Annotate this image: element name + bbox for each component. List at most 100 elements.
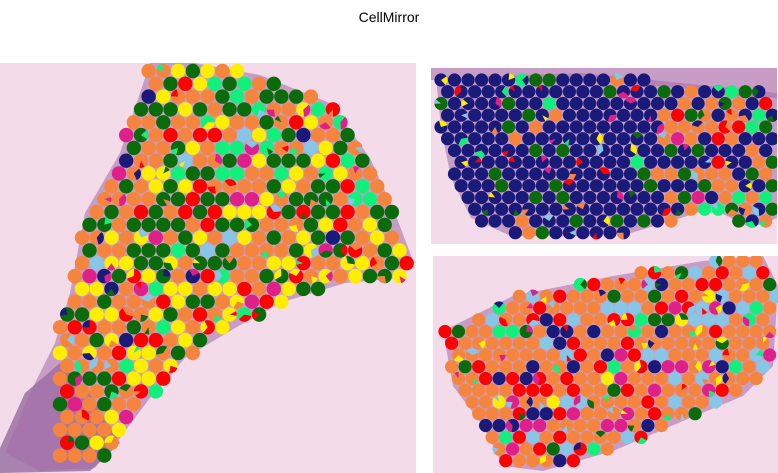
spot: [355, 179, 370, 194]
spot: [556, 73, 570, 87]
spot: [244, 89, 260, 104]
spot: [620, 336, 635, 350]
spot: [677, 190, 692, 205]
spot: [569, 214, 583, 228]
spot: [141, 115, 156, 130]
spot: [535, 85, 549, 99]
spot: [237, 204, 252, 220]
spot: [52, 371, 68, 386]
spot: [485, 313, 499, 327]
spot: [384, 230, 400, 245]
spot: [451, 371, 466, 386]
spot: [266, 230, 281, 245]
spot: [526, 407, 540, 421]
spot: [607, 430, 621, 444]
spot: [623, 214, 637, 228]
spot: [610, 96, 624, 111]
spot: [274, 217, 289, 232]
spot: [148, 102, 163, 117]
spot: [244, 192, 260, 207]
spot: [104, 409, 119, 425]
spot: [266, 76, 281, 91]
spot: [630, 179, 644, 193]
spot: [610, 73, 624, 87]
spot: [485, 336, 499, 350]
spot: [546, 371, 560, 386]
spot: [765, 132, 777, 146]
spot: [192, 204, 208, 220]
spot: [661, 360, 675, 374]
spot: [705, 120, 719, 134]
spot: [695, 301, 709, 315]
spot: [560, 395, 574, 409]
spot: [465, 348, 479, 362]
spot: [620, 407, 635, 421]
spot: [318, 268, 333, 284]
spot: [479, 324, 493, 339]
spot: [52, 345, 68, 361]
spot: [759, 120, 773, 134]
spot: [688, 289, 702, 303]
spot: [251, 204, 267, 220]
spot: [566, 454, 581, 468]
spot: [318, 166, 333, 181]
spot: [661, 407, 675, 421]
spot: [702, 360, 716, 374]
spot: [215, 320, 230, 335]
spot: [729, 266, 743, 280]
spot: [163, 281, 178, 297]
spot: [620, 313, 635, 327]
spot: [163, 127, 178, 143]
spot: [222, 102, 237, 117]
spot: [593, 430, 607, 444]
spot: [671, 85, 685, 99]
spot: [445, 360, 459, 374]
spot: [362, 192, 378, 207]
spot: [508, 179, 522, 193]
spot: [340, 230, 355, 245]
spot: [583, 167, 597, 181]
spot: [170, 192, 186, 207]
spot: [546, 301, 560, 315]
spot: [553, 289, 567, 303]
spot: [587, 324, 601, 339]
spot: [637, 167, 651, 181]
spot: [522, 85, 536, 99]
spot: [192, 102, 208, 117]
spot: [502, 120, 516, 134]
spot: [691, 167, 705, 181]
spot: [178, 153, 193, 168]
spot: [170, 140, 186, 156]
spot: [749, 348, 763, 362]
spot: [133, 332, 149, 348]
spot: [603, 85, 617, 99]
spot: [546, 395, 560, 409]
spot: [736, 348, 750, 362]
spot: [583, 143, 597, 158]
spot: [441, 132, 455, 146]
spot: [637, 214, 651, 228]
spot: [668, 371, 682, 386]
spot: [681, 324, 696, 339]
spot: [596, 167, 611, 181]
spot: [237, 127, 252, 143]
spot: [718, 167, 732, 181]
spot: [207, 76, 222, 91]
spot: [745, 120, 759, 134]
spot: [736, 301, 750, 315]
spot: [522, 108, 536, 122]
spot: [715, 313, 729, 327]
spot: [340, 153, 355, 168]
spot: [281, 256, 296, 271]
spot: [207, 153, 222, 168]
spot: [664, 143, 678, 158]
spot: [508, 132, 522, 146]
spot: [698, 202, 712, 216]
spot: [664, 214, 678, 228]
spot: [600, 301, 614, 315]
spot: [207, 230, 222, 245]
spot: [495, 85, 509, 99]
spot: [215, 268, 230, 284]
spot: [207, 256, 222, 271]
spot: [556, 167, 570, 181]
